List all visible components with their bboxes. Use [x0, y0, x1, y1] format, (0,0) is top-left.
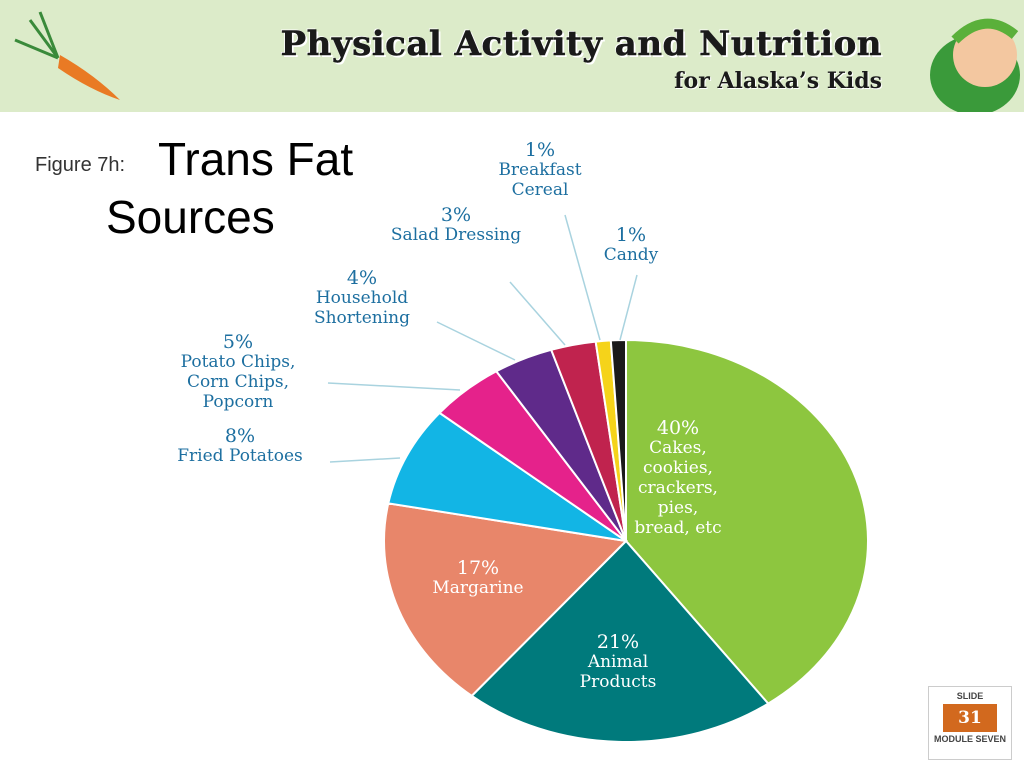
value-label: 3% — [440, 204, 472, 226]
slide-number: 31 — [943, 704, 997, 732]
value-label: 21% — [596, 631, 640, 653]
slide-badge: SLIDE 31 MODULE SEVEN — [928, 686, 1012, 760]
value-label: 8% — [224, 425, 256, 447]
value-label: 4% — [346, 267, 378, 289]
category-label: Animal Products — [579, 652, 657, 692]
value-label: 17% — [456, 557, 500, 579]
value-label: 40% — [656, 417, 700, 439]
category-label: Fried Potatoes — [177, 446, 303, 466]
header-art — [14, 11, 1020, 112]
slice-label: 1% Candy — [561, 225, 701, 265]
leader-line — [327, 382, 461, 391]
slice-label: 4% Household Shortening — [292, 268, 432, 328]
leader-line — [436, 321, 516, 361]
category-label: Breakfast Cereal — [498, 160, 582, 200]
pie-slice — [387, 411, 627, 542]
leader-line — [564, 214, 601, 341]
category-label: Cakes, cookies, crackers, pies, bread, e… — [634, 438, 722, 538]
pie-slice — [470, 539, 770, 743]
header-title: Physical Activity and Nutrition — [280, 24, 882, 65]
pie-slice — [609, 338, 627, 542]
figure-label: Figure 7h: — [35, 154, 126, 176]
slice-label: 40% Cakes, cookies, crackers, pies, bread… — [628, 418, 728, 538]
slice-label: 1% Breakfast Cereal — [470, 140, 610, 200]
slide-label: SLIDE — [956, 691, 984, 701]
category-label: Household Shortening — [313, 288, 411, 328]
value-label: 5% — [222, 331, 254, 353]
category-label: Candy — [603, 245, 659, 265]
leader-line — [329, 457, 401, 463]
slice-label: 5% Potato Chips, Corn Chips, Popcorn — [163, 332, 313, 412]
header-subtitle: for Alaska’s Kids — [674, 68, 882, 94]
chart-title: Trans Fat Sources — [106, 133, 354, 243]
slide-module: MODULE SEVEN — [933, 734, 1006, 744]
slice-label: 8% Fried Potatoes — [170, 426, 310, 466]
pie-slice — [383, 502, 629, 698]
leader-line — [509, 281, 566, 346]
category-label: Salad Dressing — [390, 225, 522, 245]
category-label: Margarine — [432, 578, 524, 598]
pie-slice — [625, 338, 869, 705]
header: Physical Activity and Nutrition for Alas… — [0, 0, 1024, 112]
slice-label: 3% Salad Dressing — [386, 205, 526, 245]
slice-label: 17% Margarine — [408, 558, 548, 598]
slice-label: 21% Animal Products — [548, 632, 688, 692]
category-label: Potato Chips, Corn Chips, Popcorn — [180, 352, 296, 412]
value-label: 1% — [524, 139, 556, 161]
leader-line — [619, 274, 638, 341]
value-label: 1% — [615, 224, 647, 246]
